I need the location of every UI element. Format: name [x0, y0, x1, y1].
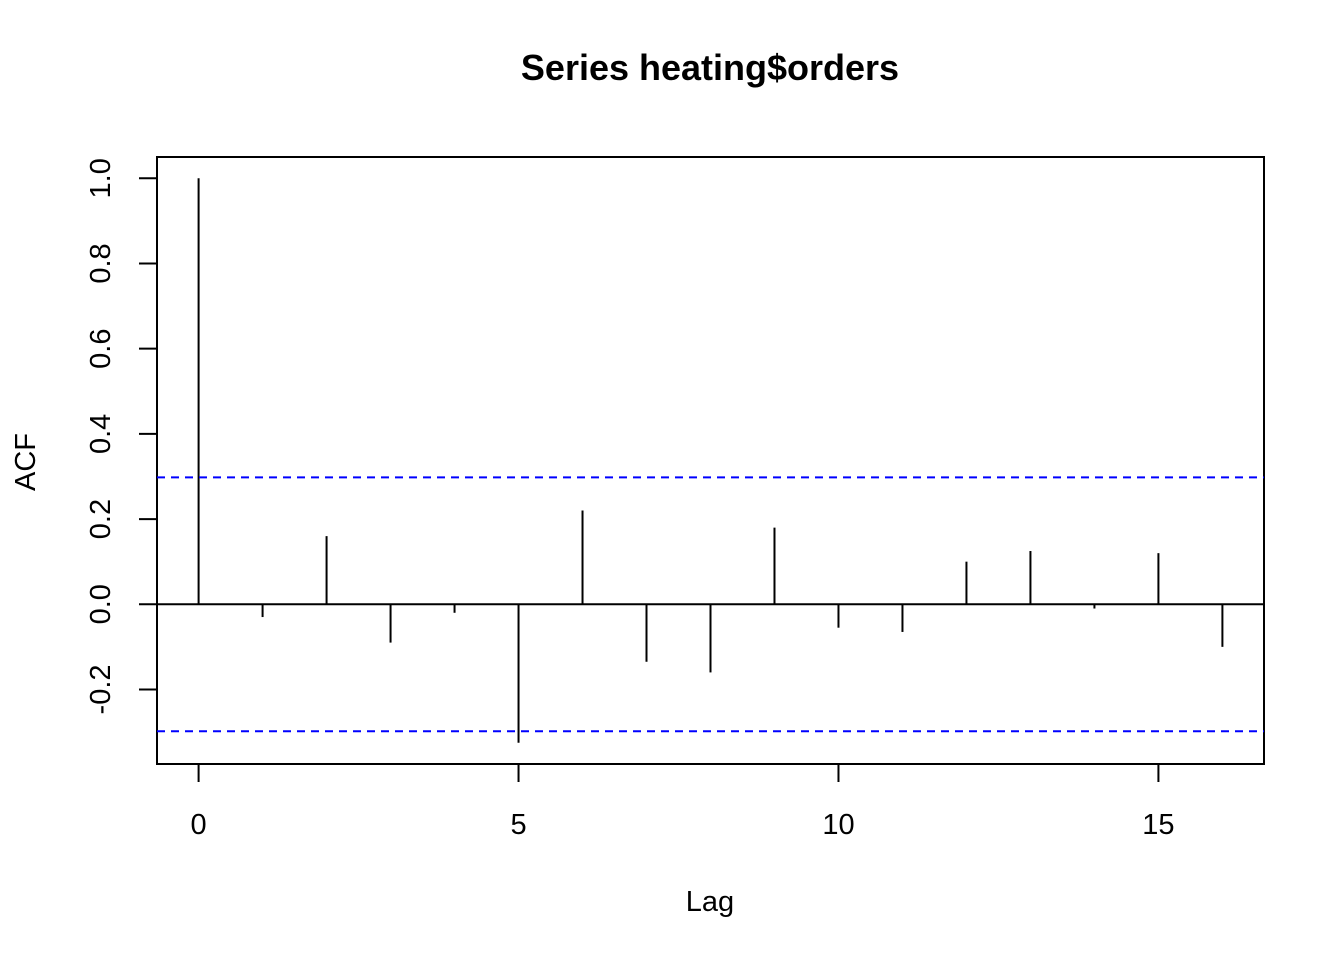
y-tick-label: 0.8	[85, 243, 117, 283]
chart-title: Series heating$orders	[521, 47, 899, 88]
y-tick-label: 0.4	[85, 414, 117, 454]
x-tick-label: 0	[191, 809, 207, 841]
y-tick-label: 0.6	[85, 329, 117, 369]
x-axis: 0 5 10 15	[191, 763, 1175, 841]
y-tick-label: 0.2	[85, 499, 117, 539]
y-axis-label: ACF	[10, 433, 42, 491]
y-tick-label: 0.0	[85, 584, 117, 624]
x-axis-label: Lag	[686, 886, 734, 918]
x-tick-label: 15	[1142, 809, 1174, 841]
confidence-bounds	[157, 476, 1264, 733]
y-axis: -0.2 0.0 0.2 0.4 0.6 0.8 1.0	[85, 158, 158, 714]
x-tick-label: 10	[822, 809, 854, 841]
y-tick-label: 1.0	[85, 158, 117, 198]
plot-frame	[156, 156, 1265, 765]
x-tick-label: 5	[510, 809, 526, 841]
y-tick-label: -0.2	[85, 664, 117, 714]
acf-bars	[197, 178, 1224, 743]
